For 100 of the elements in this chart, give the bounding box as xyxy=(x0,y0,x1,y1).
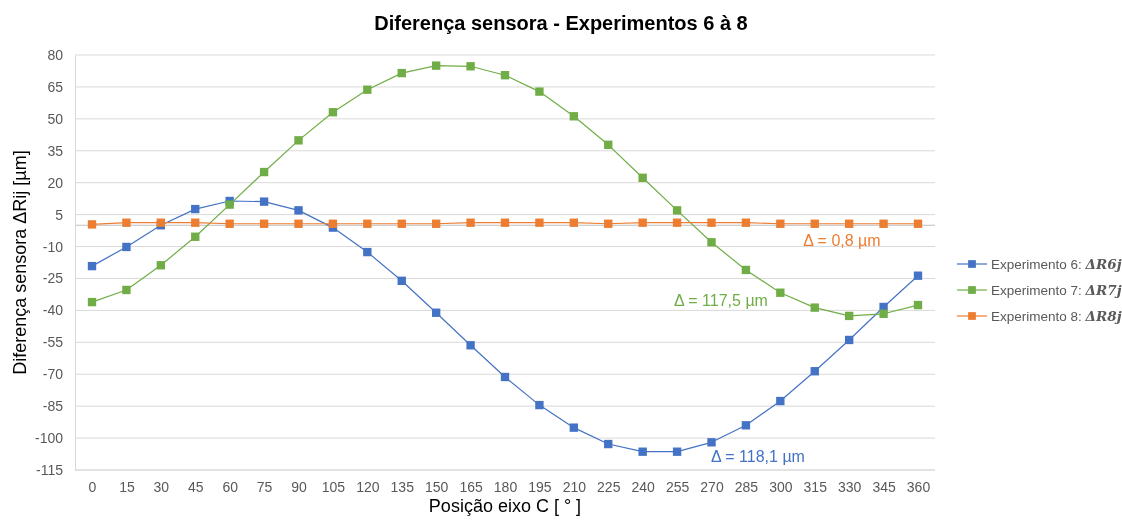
x-tick-label: 135 xyxy=(390,478,415,495)
point xyxy=(191,204,200,214)
point xyxy=(431,219,441,228)
x-tick-label: 285 xyxy=(734,478,759,495)
annotation: Δ = 118,1 µm xyxy=(711,448,805,465)
y-tick-label: -85 xyxy=(42,398,64,415)
x-tick-label: 255 xyxy=(665,478,690,495)
x-tick-label: 180 xyxy=(493,478,518,495)
point xyxy=(604,439,613,449)
point xyxy=(776,288,785,297)
annotation: Δ = 117,5 µm xyxy=(674,292,768,309)
x-tick-label: 330 xyxy=(837,478,862,495)
point xyxy=(604,219,613,228)
point xyxy=(741,421,751,430)
point xyxy=(431,308,441,317)
point xyxy=(225,219,234,228)
point xyxy=(466,218,475,227)
point xyxy=(913,219,923,228)
point xyxy=(500,218,510,227)
point xyxy=(741,218,751,227)
x-tick-label: 30 xyxy=(153,478,170,495)
point xyxy=(122,218,131,227)
point xyxy=(638,173,647,182)
point xyxy=(122,242,131,252)
x-tick-label: 315 xyxy=(803,478,828,495)
y-tick-label: 20 xyxy=(47,174,64,191)
point xyxy=(844,335,854,345)
x-tick-label: 75 xyxy=(256,478,273,495)
point xyxy=(397,276,406,285)
point xyxy=(913,271,923,280)
point xyxy=(810,303,819,312)
point xyxy=(294,136,303,145)
point xyxy=(672,218,682,227)
x-tick-label: 15 xyxy=(119,478,135,495)
legend-label: Experimento 6: ΔR6j xyxy=(991,256,1122,272)
point xyxy=(672,206,682,215)
point xyxy=(225,200,234,209)
point xyxy=(569,112,579,121)
point xyxy=(87,297,97,307)
point xyxy=(294,219,303,228)
x-axis-title: Posição eixo C [ ° ] xyxy=(428,496,582,516)
point xyxy=(500,71,510,80)
point xyxy=(535,87,544,96)
point xyxy=(741,265,751,275)
point xyxy=(672,447,682,456)
y-tick-label: -25 xyxy=(42,270,64,287)
y-tick-label: -100 xyxy=(34,430,64,447)
y-axis-title: Diferença sensora ΔRij [µm] xyxy=(10,150,30,375)
point xyxy=(500,372,510,382)
x-tick-label: 195 xyxy=(528,478,552,495)
point xyxy=(844,219,854,228)
point xyxy=(707,238,716,247)
chart-title: Diferença sensora - Experimentos 6 à 8 xyxy=(374,12,748,34)
point xyxy=(879,219,888,228)
point xyxy=(87,261,97,271)
y-tick-label: 65 xyxy=(47,78,64,95)
point xyxy=(776,219,785,228)
point xyxy=(535,400,544,410)
y-tick-label: 35 xyxy=(47,142,64,159)
point xyxy=(810,219,819,228)
point xyxy=(156,261,166,270)
x-tick-label: 270 xyxy=(700,478,724,495)
x-tick-label: 45 xyxy=(187,478,204,495)
point xyxy=(363,85,372,94)
point xyxy=(363,219,372,228)
point xyxy=(363,247,372,257)
legend-label: Experimento 8: ΔR8j xyxy=(991,308,1122,324)
point xyxy=(431,61,441,70)
point xyxy=(259,197,269,206)
point xyxy=(707,438,716,447)
y-tick-label: -55 xyxy=(42,334,64,351)
x-tick-label: 300 xyxy=(769,478,793,495)
point xyxy=(259,167,269,177)
point xyxy=(191,218,200,227)
y-tick-label: 50 xyxy=(47,110,64,127)
y-tick-label: 5 xyxy=(55,206,64,223)
point xyxy=(638,447,647,456)
y-tick-label: -115 xyxy=(36,461,64,478)
point xyxy=(604,140,613,149)
x-tick-label: 165 xyxy=(459,478,483,495)
point xyxy=(569,423,579,432)
point xyxy=(397,68,406,78)
point xyxy=(466,62,475,71)
annotation: Δ = 0,8 µm xyxy=(803,232,881,249)
point xyxy=(810,367,819,376)
point xyxy=(535,218,544,227)
x-tick-label: 0 xyxy=(88,478,97,495)
x-tick-label: 60 xyxy=(222,478,239,495)
point xyxy=(913,300,923,310)
point xyxy=(466,341,475,350)
point xyxy=(328,219,338,228)
x-tick-label: 210 xyxy=(562,478,587,495)
point xyxy=(569,218,579,227)
x-tick-label: 345 xyxy=(872,478,896,495)
point xyxy=(638,218,647,227)
point xyxy=(844,311,854,321)
legend-label: Experimento 7: ΔR7j xyxy=(991,282,1122,298)
point xyxy=(879,309,888,318)
x-tick-label: 240 xyxy=(631,478,656,495)
point xyxy=(397,219,406,228)
